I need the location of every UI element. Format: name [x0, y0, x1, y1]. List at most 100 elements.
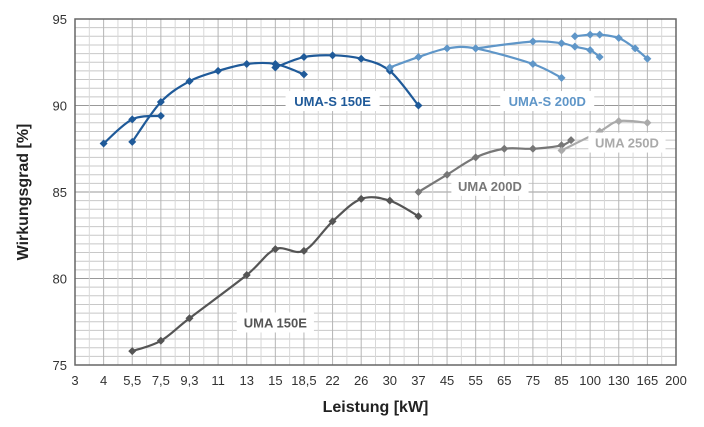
data-point-marker — [242, 59, 251, 68]
x-tick-label: 5,5 — [123, 373, 141, 388]
data-point-marker — [443, 170, 452, 179]
data-point-marker — [557, 141, 566, 150]
data-point-marker — [586, 30, 595, 39]
data-point-marker — [500, 144, 509, 153]
data-point-marker — [528, 144, 537, 153]
data-point-marker — [643, 54, 652, 63]
x-tick-label: 3 — [71, 373, 78, 388]
data-point-marker — [595, 30, 604, 39]
data-point-marker — [414, 53, 423, 62]
series-line — [475, 40, 601, 58]
data-point-marker — [99, 139, 108, 148]
data-point-marker — [156, 111, 165, 120]
data-point-marker — [156, 98, 165, 107]
series-label: UMA-S 150E — [285, 91, 380, 112]
x-tick-label: 22 — [325, 373, 339, 388]
x-tick-label: 4 — [100, 373, 107, 388]
data-point-marker — [328, 51, 337, 60]
data-point-marker — [528, 59, 537, 68]
x-tick-label: 130 — [608, 373, 630, 388]
y-tick-label: 90 — [53, 99, 67, 114]
series-label: UMA 250D — [588, 132, 666, 153]
series-3 — [414, 136, 576, 196]
x-tick-label: 15 — [268, 373, 282, 388]
series-layer — [99, 30, 652, 356]
series-label-text: UMA-S 150E — [294, 94, 371, 109]
x-axis-title: Leistung [kW] — [323, 399, 429, 416]
x-tick-label: 11 — [211, 373, 225, 388]
series-label-text: UMA 150E — [244, 315, 307, 330]
data-point-marker — [471, 153, 480, 162]
data-point-marker — [557, 39, 566, 48]
data-point-marker — [128, 137, 137, 146]
data-point-marker — [528, 37, 537, 46]
series-label-bg — [588, 132, 666, 153]
x-tick-label: 85 — [554, 373, 568, 388]
x-tick-label: 65 — [497, 373, 511, 388]
data-point-marker — [614, 117, 623, 126]
data-point-marker — [328, 217, 337, 226]
data-point-marker — [128, 115, 137, 124]
x-tick-label: 13 — [239, 373, 253, 388]
label-layer: UMA-S 150E UMA-S 200D UMA 150E UMA 200D UMA … — [236, 91, 666, 333]
data-point-marker — [299, 53, 308, 62]
data-point-marker — [414, 188, 423, 196]
series-label: UMA 150E — [236, 312, 314, 333]
data-point-marker — [570, 42, 579, 51]
y-tick-label: 95 — [53, 12, 67, 27]
data-point-marker — [185, 314, 194, 323]
series-label-text: UMA-S 200D — [509, 94, 586, 109]
data-point-marker — [357, 54, 366, 63]
x-tick-label: 9,3 — [180, 373, 198, 388]
x-tick-label: 100 — [579, 373, 601, 388]
series-line — [131, 196, 419, 353]
data-point-marker — [443, 44, 452, 53]
y-tick-label: 85 — [53, 185, 67, 200]
y-tick-label: 75 — [53, 358, 67, 373]
data-point-marker — [570, 32, 579, 41]
data-point-marker — [299, 246, 308, 255]
grid-layer — [74, 18, 677, 366]
data-point-marker — [557, 146, 566, 155]
data-point-marker — [643, 118, 652, 127]
data-point-marker — [586, 46, 595, 55]
data-point-marker — [414, 101, 423, 110]
data-point-marker — [414, 212, 423, 221]
x-tick-label: 165 — [637, 373, 659, 388]
series-2 — [128, 194, 423, 356]
data-point-marker — [631, 44, 640, 53]
series-label-bg — [285, 91, 380, 112]
series-label-text: UMA 200D — [458, 179, 522, 194]
data-point-marker — [614, 34, 623, 43]
data-point-marker — [557, 73, 566, 82]
data-point-marker — [385, 63, 394, 72]
x-tick-label: 200 — [665, 373, 687, 388]
data-point-marker — [471, 44, 480, 53]
series-label-bg — [236, 312, 314, 333]
series-label: UMA 200D — [451, 175, 529, 196]
data-point-marker — [214, 66, 223, 75]
y-tick-label: 80 — [53, 272, 67, 287]
x-tick-label: 30 — [383, 373, 397, 388]
data-point-marker — [242, 271, 251, 280]
x-tick-label: 18,5 — [291, 373, 316, 388]
data-point-marker — [271, 63, 280, 72]
series-0 — [99, 51, 423, 148]
series-line — [561, 119, 648, 152]
x-tick-label: 26 — [354, 373, 368, 388]
data-point-marker — [185, 77, 194, 86]
data-point-marker — [567, 136, 576, 145]
series-label-text: UMA 250D — [595, 136, 659, 151]
data-point-marker — [271, 245, 280, 254]
series-label: UMA-S 200D — [500, 91, 595, 112]
data-point-marker — [156, 336, 165, 345]
data-point-marker — [385, 196, 394, 205]
series-label-bg — [451, 175, 529, 196]
series-label-bg — [500, 91, 595, 112]
x-tick-label: 45 — [440, 373, 454, 388]
x-tick-label: 55 — [468, 373, 482, 388]
data-point-marker — [299, 70, 308, 79]
series-1 — [385, 30, 652, 82]
